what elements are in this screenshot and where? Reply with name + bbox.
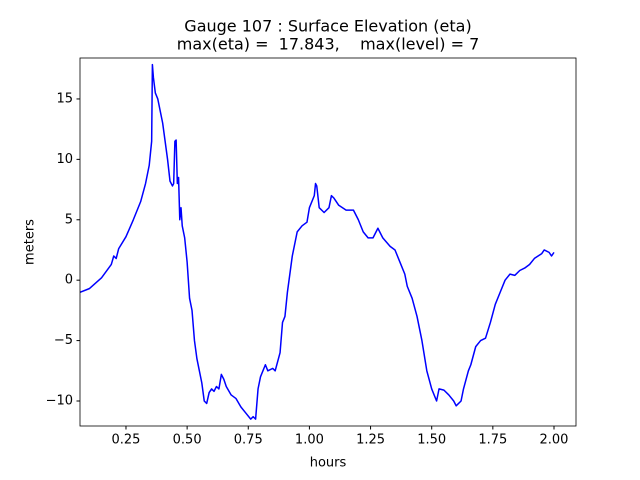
y-tick-label: 10	[56, 152, 73, 167]
x-tick-label: 1.25	[356, 433, 385, 448]
plot-frame	[79, 57, 577, 427]
y-axis-label: meters	[23, 219, 38, 265]
y-tick-label: 15	[56, 91, 73, 106]
x-tick-label: 0.75	[234, 433, 263, 448]
x-tick-label: 1.75	[478, 433, 507, 448]
y-tick-label: −5	[54, 333, 73, 348]
data-line	[80, 63, 555, 420]
y-tick-label: 5	[65, 212, 73, 227]
x-tick-label: 2.00	[540, 433, 569, 448]
chart-title: Gauge 107 : Surface Elevation (eta)	[184, 17, 471, 36]
y-tick-label: −10	[46, 393, 73, 408]
x-tick-label: 1.00	[295, 433, 324, 448]
x-tick-label: 1.50	[417, 433, 446, 448]
x-tick-label: 0.25	[112, 433, 141, 448]
x-tick-label: 0.50	[173, 433, 202, 448]
x-axis-label: hours	[310, 456, 347, 471]
chart-subtitle: max(eta) = 17.843, max(level) = 7	[177, 35, 480, 54]
y-tick-label: 0	[65, 273, 73, 288]
